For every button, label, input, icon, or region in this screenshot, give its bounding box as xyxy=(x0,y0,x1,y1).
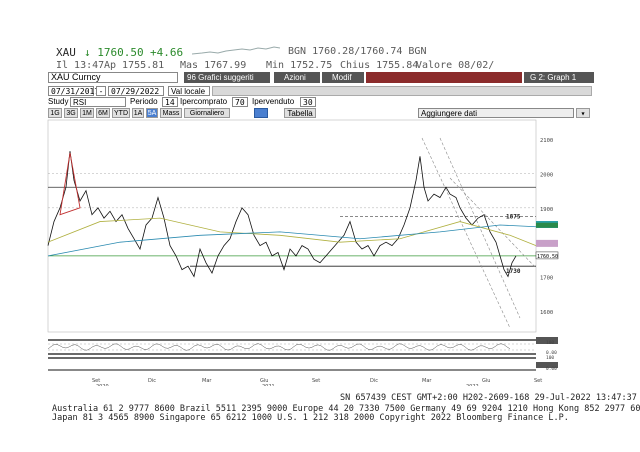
range-button-3g[interactable]: 3G xyxy=(64,108,78,118)
x-tick-label: Dic xyxy=(370,378,378,384)
study-select[interactable]: RSI xyxy=(70,97,126,107)
level-label-1875: 1875 xyxy=(506,213,521,220)
range-button-giornaliero[interactable]: Giornaliero xyxy=(184,108,230,118)
x-tick-label: Set xyxy=(92,378,100,384)
x-year-label: 2020 xyxy=(96,384,109,386)
y-tick-label: 1700 xyxy=(540,276,553,282)
high-price: Mas 1767.99 xyxy=(180,60,247,71)
x-tick-label: Giu xyxy=(260,378,268,384)
start-date-field[interactable]: 07/31/2017 xyxy=(48,86,99,96)
low-price: Min 1752.75 xyxy=(266,60,333,71)
price-tag: 1760.50 xyxy=(537,254,558,260)
y-tick-label: 1600 xyxy=(540,310,553,316)
x-tick-label: Set xyxy=(534,378,542,384)
chart-type-icon[interactable] xyxy=(254,108,268,118)
actions-label: Azioni xyxy=(284,73,306,82)
end-date-field[interactable]: 07/29/2022 xyxy=(108,86,164,96)
trend-channel-line xyxy=(449,177,537,269)
overbought-label: Ipercomprato xyxy=(180,97,228,106)
x-tick-label: Set xyxy=(312,378,320,384)
overbought-field[interactable]: 70 xyxy=(232,97,248,107)
x-year-label: 2022 xyxy=(466,384,479,386)
price-series xyxy=(47,151,517,278)
range-button-1g[interactable]: 1G xyxy=(48,108,62,118)
study-label: Study xyxy=(48,97,69,106)
bid-ask: BGN 1760.28/1760.74 BGN xyxy=(288,46,427,57)
range-button-5a[interactable]: 5A xyxy=(146,108,158,118)
open-price: Ap 1755.81 xyxy=(104,60,165,71)
triangle-annotation xyxy=(59,152,81,216)
indicator-tick-label: 0.00 xyxy=(546,366,557,372)
last-price: ↓ 1760.50 xyxy=(84,46,144,59)
contacts-line-2: Japan 81 3 4565 8900 Singapore 65 6212 1… xyxy=(52,413,569,423)
close-price: Chius 1755.84 xyxy=(340,60,419,71)
add-data-field[interactable]: Aggiungere dati xyxy=(418,108,574,118)
y-tick-label: 1900 xyxy=(540,207,553,213)
indicator-tick-label: 100 xyxy=(546,355,554,361)
ticker: XAU xyxy=(56,46,76,59)
trend-channel-line xyxy=(439,137,521,319)
rsi-tag-dark xyxy=(536,337,558,344)
level-label-1730: 1730 xyxy=(506,268,521,275)
y-tick-label: 2100 xyxy=(540,138,553,144)
suggested-charts-button[interactable]: 96 Grafici suggeriti xyxy=(184,72,270,83)
price-tag-box xyxy=(535,251,559,260)
alert-bar xyxy=(366,72,522,83)
status-line: SN 657439 CEST GMT+2:00 H202-2609-168 29… xyxy=(340,393,637,403)
price-change: +4.66 xyxy=(150,46,184,59)
currency-select[interactable]: Val locale xyxy=(168,86,210,96)
panel2-tag-dark xyxy=(536,362,558,368)
ma-tag-purple xyxy=(536,239,558,247)
indicator-tick-label: 0.00 xyxy=(546,350,557,356)
ma-series-olive xyxy=(47,217,537,246)
value-date: Valore 08/02/ xyxy=(416,60,495,71)
x-tick-label: Dic xyxy=(148,378,156,384)
range-button-1a[interactable]: 1A xyxy=(132,108,144,118)
range-button-1m[interactable]: 1M xyxy=(80,108,94,118)
ma-tag-green xyxy=(536,222,558,228)
x-year-label: 2021 xyxy=(262,384,275,386)
x-tick-label: Giu xyxy=(482,378,490,384)
rsi-series xyxy=(47,343,511,351)
modify-label: Modif xyxy=(332,73,352,82)
security-field[interactable]: XAU Curncy xyxy=(48,72,178,83)
period-field[interactable]: 14 xyxy=(162,97,178,107)
indicator-tick-label: 100 xyxy=(546,340,554,346)
price-chart: 210020001900180017001600187517301760.501… xyxy=(47,119,559,386)
range-button-mass[interactable]: Mass xyxy=(160,108,182,118)
table-button[interactable]: Tabella xyxy=(284,108,316,118)
range-button-6m[interactable]: 6M xyxy=(96,108,110,118)
range-button-ytd[interactable]: YTD xyxy=(112,108,130,118)
chevron-down-icon[interactable]: ▾ xyxy=(576,108,590,118)
oversold-label: Ipervenduto xyxy=(252,97,295,106)
contacts-line-1: Australia 61 2 9777 8600 Brazil 5511 239… xyxy=(52,404,640,414)
date-separator: - xyxy=(96,86,106,96)
x-tick-label: Mar xyxy=(202,378,212,384)
quote-time: Il 13:47 xyxy=(56,60,105,71)
y-tick-label: 2000 xyxy=(540,173,553,179)
ma-series-blue xyxy=(47,224,537,257)
oversold-field[interactable]: 30 xyxy=(300,97,316,107)
graph-tab[interactable]: G 2: Graph 1 xyxy=(524,72,594,83)
period-label: Periodo xyxy=(130,97,158,106)
trend-channel-line xyxy=(421,137,511,329)
sparkline-icon xyxy=(192,46,281,55)
x-tick-label: Mar xyxy=(422,378,432,384)
toolbar-strip xyxy=(212,86,592,96)
actions-button[interactable]: Azioni xyxy=(274,72,320,83)
modify-button[interactable]: Modif xyxy=(322,72,364,83)
